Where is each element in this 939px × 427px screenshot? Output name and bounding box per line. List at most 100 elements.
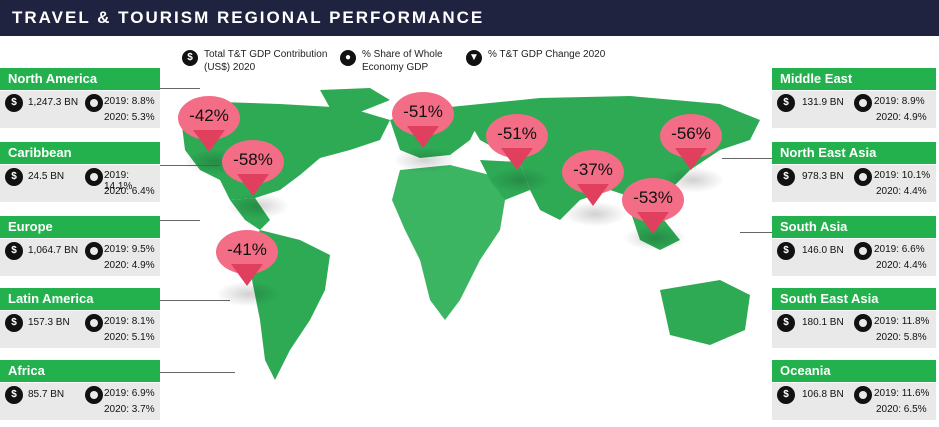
- share-2020: 2020: 5.8%: [876, 332, 927, 343]
- panel-header: North America: [0, 68, 160, 90]
- change-pin-south-asia: -37%: [562, 150, 628, 216]
- region-gdp: 180.1 BN: [802, 317, 844, 328]
- change-pin-north-america: -42%: [178, 96, 244, 162]
- share-2019: 2019: 6.6%: [874, 244, 925, 255]
- share-2020: 2020: 5.3%: [104, 112, 155, 123]
- dollar-icon: $: [777, 168, 795, 186]
- legend-change: ▼ % T&T GDP Change 2020: [466, 48, 616, 66]
- dollar-icon: $: [777, 94, 795, 112]
- pie-icon: [85, 386, 103, 404]
- share-2020: 2020: 3.7%: [104, 404, 155, 415]
- panel-body: [772, 91, 936, 128]
- panel-header: Europe: [0, 216, 160, 238]
- pin-tip: [637, 212, 669, 234]
- panel-header: Middle East: [772, 68, 936, 90]
- dollar-icon: $: [777, 386, 795, 404]
- region-name: North America: [8, 71, 98, 86]
- region-name: North East Asia: [780, 145, 877, 160]
- panel-body: [0, 311, 160, 348]
- leader-line: [740, 232, 772, 233]
- pie-icon: [854, 168, 872, 186]
- pin-shadow: [228, 194, 288, 218]
- panel-body: [772, 239, 936, 276]
- panel-body: [772, 311, 936, 348]
- change-pin-europe: -51%: [392, 92, 458, 158]
- region-name: South East Asia: [780, 291, 879, 306]
- region-name: Europe: [8, 219, 53, 234]
- share-2020: 2020: 4.4%: [876, 186, 927, 197]
- dollar-icon: $: [5, 314, 23, 332]
- region-gdp: 85.7 BN: [28, 389, 65, 400]
- leader-line: [722, 158, 772, 159]
- region-name: Africa: [8, 363, 45, 378]
- region-name: Oceania: [780, 363, 831, 378]
- panel-body: [772, 383, 936, 420]
- dollar-icon: $: [777, 314, 795, 332]
- dollar-icon: $: [5, 386, 23, 404]
- south-america-shape: [250, 230, 330, 380]
- leader-line: [160, 300, 230, 301]
- share-2019: 2019: 11.8%: [874, 316, 930, 327]
- dollar-icon: $: [5, 242, 23, 260]
- pie-icon: [85, 314, 103, 332]
- region-gdp: 131.9 BN: [802, 97, 844, 108]
- leader-line: [160, 88, 200, 89]
- panel-body: [0, 165, 160, 202]
- legend-gdp: $ Total T&T GDP Contribution (US$) 2020: [182, 48, 332, 74]
- region-gdp: 978.3 BN: [802, 171, 844, 182]
- share-2019: 2019: 8.1%: [104, 316, 155, 327]
- region-panel-latin-america: Latin America $ 157.3 BN 2019: 8.1% 2020…: [0, 288, 160, 350]
- panel-body: [0, 239, 160, 276]
- region-panel-africa: Africa $ 85.7 BN 2019: 6.9% 2020: 3.7%: [0, 360, 160, 422]
- share-2020: 2020: 4.9%: [104, 260, 155, 271]
- central-america-shape: [230, 198, 270, 230]
- region-panel-europe: Europe $ 1,064.7 BN 2019: 9.5% 2020: 4.9…: [0, 216, 160, 278]
- panel-body: [772, 165, 936, 202]
- region-panel-caribbean: Caribbean $ 24.5 BN 2019: 14.1% 2020: 6.…: [0, 142, 160, 204]
- greenland-shape: [320, 88, 390, 112]
- pin-value: -58%: [233, 150, 273, 169]
- share-2019: 2019: 8.8%: [104, 96, 155, 107]
- legend-gdp-label: Total T&T GDP Contribution (US$) 2020: [204, 49, 328, 73]
- share-2019: 2019: 8.9%: [874, 96, 925, 107]
- pin-tip: [407, 126, 439, 148]
- pin-tip: [231, 264, 263, 286]
- australia-shape: [660, 280, 750, 345]
- panel-body: [0, 91, 160, 128]
- pin-shadow: [490, 168, 550, 192]
- share-2020: 2020: 5.1%: [104, 332, 155, 343]
- legend-share: ● % Share of Whole Economy GDP: [340, 48, 460, 74]
- pie-icon: [854, 242, 872, 260]
- page-title: TRAVEL & TOURISM REGIONAL PERFORMANCE: [12, 8, 485, 27]
- header-bar: TRAVEL & TOURISM REGIONAL PERFORMANCE: [0, 0, 939, 36]
- pin-tip: [577, 184, 609, 206]
- change-pin-south-east-asia: -53%: [622, 178, 688, 244]
- share-2020: 2020: 4.9%: [876, 112, 927, 123]
- pin-value: -56%: [671, 124, 711, 143]
- dollar-icon: $: [5, 168, 23, 186]
- change-pin-caribbean: -58%: [222, 140, 288, 206]
- pie-icon: [85, 94, 103, 112]
- panel-header: Africa: [0, 360, 160, 382]
- legend-change-label: % T&T GDP Change 2020: [488, 49, 606, 60]
- share-2019: 2019: 10.1%: [874, 170, 931, 181]
- leader-line: [160, 372, 235, 373]
- region-panel-north-east-asia: North East Asia $ 978.3 BN 2019: 10.1% 2…: [772, 142, 936, 204]
- change-pin-north-east-asia: -51%: [486, 114, 552, 180]
- pin-value: -42%: [189, 106, 229, 125]
- pin-value: -51%: [403, 102, 443, 121]
- pie-icon: [85, 242, 103, 260]
- region-panel-middle-east: Middle East $ 131.9 BN 2019: 8.9% 2020: …: [772, 68, 936, 130]
- pin-tip: [675, 148, 707, 170]
- region-gdp: 1,064.7 BN: [28, 245, 79, 256]
- change-pin-east-asia: -56%: [660, 114, 726, 180]
- pin-shadow: [395, 148, 455, 172]
- panel-header: North East Asia: [772, 142, 936, 164]
- region-name: Middle East: [780, 71, 853, 86]
- dollar-icon: $: [182, 50, 198, 66]
- share-2019: 2019: 11.6%: [874, 388, 930, 399]
- panel-header: South East Asia: [772, 288, 936, 310]
- share-2019: 2019: 6.9%: [104, 388, 155, 399]
- panel-header: Caribbean: [0, 142, 160, 164]
- region-gdp: 106.8 BN: [802, 389, 844, 400]
